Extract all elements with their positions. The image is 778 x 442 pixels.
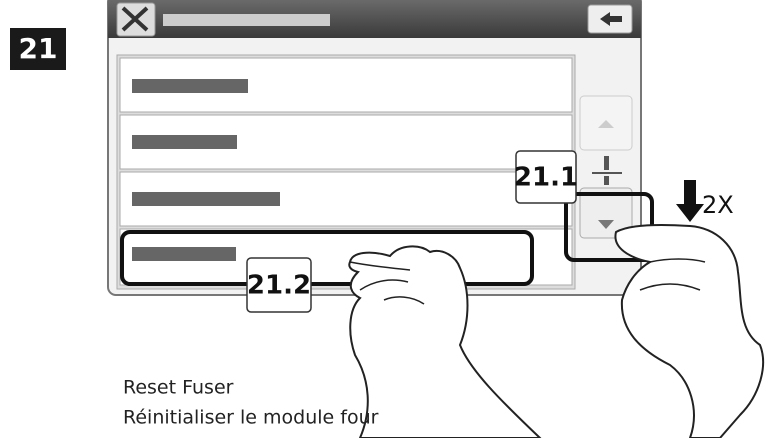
callout-label: 21.2 bbox=[247, 271, 311, 301]
illustration: 21 21.1 21.2 2X Reset Fuser Réinitialise… bbox=[0, 0, 778, 438]
repeat-label: 2X bbox=[702, 191, 734, 219]
scroll-thumb bbox=[604, 176, 609, 185]
caption-en: Reset Fuser bbox=[123, 377, 234, 399]
hand bbox=[615, 225, 763, 438]
caption-fr: Réinitialiser le module four bbox=[123, 407, 379, 429]
row-placeholder bbox=[132, 135, 237, 149]
list-rows bbox=[120, 58, 572, 285]
callout-label: 21.1 bbox=[514, 163, 578, 193]
step-number: 21 bbox=[19, 32, 58, 65]
scroll-thumb bbox=[604, 156, 609, 170]
down-arrow bbox=[676, 180, 704, 222]
title-placeholder bbox=[163, 14, 330, 26]
row-placeholder bbox=[132, 192, 280, 206]
row-placeholder bbox=[132, 247, 236, 261]
row-placeholder bbox=[132, 79, 248, 93]
